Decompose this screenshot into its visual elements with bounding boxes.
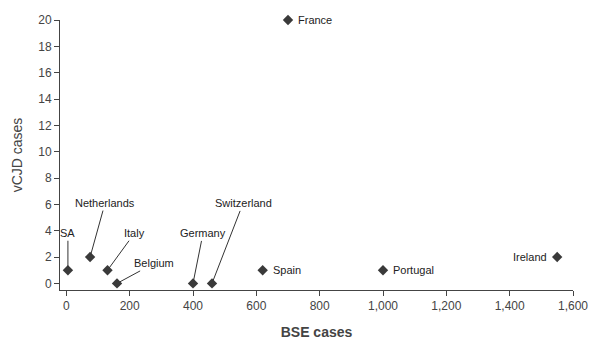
svg-text:vCJD cases: vCJD cases bbox=[9, 118, 25, 193]
svg-text:Belgium: Belgium bbox=[134, 257, 174, 269]
svg-text:800: 800 bbox=[310, 299, 330, 313]
svg-text:8: 8 bbox=[45, 171, 52, 185]
svg-text:1,600: 1,600 bbox=[558, 299, 588, 313]
svg-text:SA: SA bbox=[60, 227, 75, 239]
svg-text:Italy: Italy bbox=[124, 227, 145, 239]
svg-text:Germany: Germany bbox=[180, 227, 226, 239]
svg-text:1,000: 1,000 bbox=[368, 299, 398, 313]
svg-text:18: 18 bbox=[38, 40, 52, 54]
svg-text:14: 14 bbox=[38, 92, 52, 106]
svg-text:Ireland: Ireland bbox=[513, 251, 547, 263]
svg-text:20: 20 bbox=[38, 13, 52, 27]
svg-text:16: 16 bbox=[38, 66, 52, 80]
svg-text:Portugal: Portugal bbox=[393, 264, 434, 276]
svg-text:12: 12 bbox=[38, 119, 52, 133]
svg-text:0: 0 bbox=[63, 299, 70, 313]
svg-text:Switzerland: Switzerland bbox=[215, 197, 272, 209]
svg-text:200: 200 bbox=[120, 299, 140, 313]
svg-text:6: 6 bbox=[45, 198, 52, 212]
svg-text:4: 4 bbox=[45, 224, 52, 238]
svg-text:1,400: 1,400 bbox=[495, 299, 525, 313]
svg-text:1,200: 1,200 bbox=[431, 299, 461, 313]
svg-text:Spain: Spain bbox=[273, 264, 301, 276]
svg-text:2: 2 bbox=[45, 250, 52, 264]
svg-text:600: 600 bbox=[246, 299, 266, 313]
svg-text:Netherlands: Netherlands bbox=[75, 197, 135, 209]
svg-text:0: 0 bbox=[45, 277, 52, 291]
svg-text:400: 400 bbox=[183, 299, 203, 313]
svg-text:France: France bbox=[298, 14, 332, 26]
svg-text:BSE cases: BSE cases bbox=[281, 324, 353, 340]
svg-text:10: 10 bbox=[38, 145, 52, 159]
